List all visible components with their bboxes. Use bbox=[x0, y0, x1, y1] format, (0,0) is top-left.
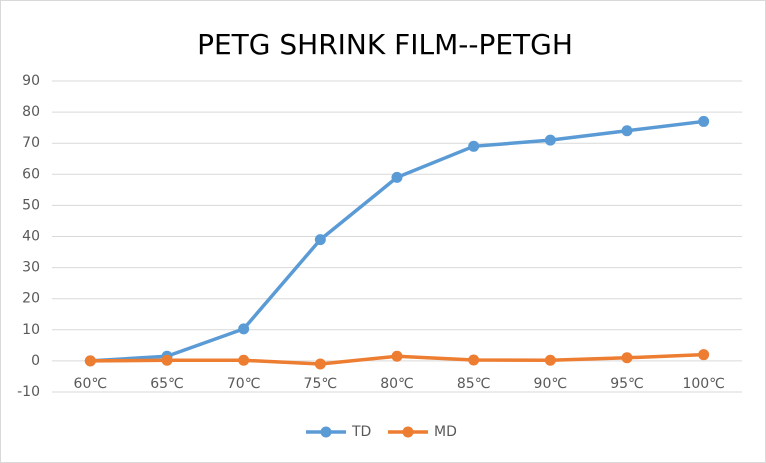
data-point bbox=[468, 140, 480, 152]
data-point bbox=[391, 350, 403, 362]
x-tick-label: 95℃ bbox=[610, 376, 644, 392]
data-point bbox=[621, 125, 633, 137]
y-tick-label: 50 bbox=[22, 197, 40, 213]
y-tick-label: 0 bbox=[31, 353, 40, 369]
data-point bbox=[161, 354, 173, 366]
data-point bbox=[314, 358, 326, 370]
data-point bbox=[84, 355, 96, 367]
y-tick-label: -10 bbox=[17, 384, 40, 400]
legend-label: MD bbox=[434, 424, 457, 440]
data-point bbox=[621, 352, 633, 364]
x-tick-label: 75℃ bbox=[304, 376, 338, 392]
x-tick-label: 90℃ bbox=[534, 376, 568, 392]
legend-marker bbox=[320, 426, 332, 438]
y-tick-label: 30 bbox=[22, 260, 40, 276]
data-point bbox=[238, 354, 250, 366]
y-tick-label: 10 bbox=[22, 322, 40, 338]
x-tick-label: 85℃ bbox=[457, 376, 491, 392]
y-tick-label: 70 bbox=[22, 135, 40, 151]
y-tick-label: 20 bbox=[22, 291, 40, 307]
data-point bbox=[698, 349, 710, 361]
legend-marker bbox=[402, 426, 414, 438]
data-point bbox=[544, 134, 556, 146]
x-tick-label: 80℃ bbox=[380, 376, 414, 392]
data-point bbox=[468, 354, 480, 366]
data-point bbox=[238, 323, 250, 335]
y-tick-label: 40 bbox=[22, 229, 40, 245]
chart-title: PETG SHRINK FILM--PETGH bbox=[197, 28, 573, 61]
x-tick-label: 70℃ bbox=[227, 376, 261, 392]
x-tick-label: 60℃ bbox=[74, 376, 108, 392]
y-tick-label: 90 bbox=[22, 73, 40, 89]
data-point bbox=[314, 234, 326, 246]
data-point bbox=[544, 354, 556, 366]
data-point bbox=[698, 115, 710, 127]
y-tick-label: 60 bbox=[22, 166, 40, 182]
x-tick-label: 100℃ bbox=[682, 376, 724, 392]
x-tick-label: 65℃ bbox=[150, 376, 184, 392]
legend-label: TD bbox=[351, 424, 371, 440]
y-tick-label: 80 bbox=[22, 104, 40, 120]
data-point bbox=[391, 171, 403, 183]
